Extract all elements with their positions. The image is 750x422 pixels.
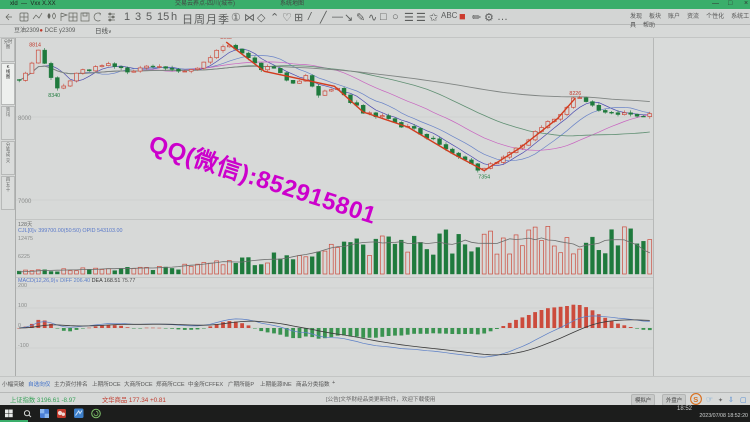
svg-text:8000: 8000 xyxy=(18,116,32,122)
svg-text:100: 100 xyxy=(18,303,27,309)
svg-text:12475: 12475 xyxy=(18,236,33,242)
svg-text:▢: ▢ xyxy=(740,397,747,404)
svg-text:☞: ☞ xyxy=(706,395,713,404)
svg-text:✦: ✦ xyxy=(718,397,723,404)
svg-text:S: S xyxy=(693,395,698,404)
svg-text:7000: 7000 xyxy=(18,199,32,205)
svg-text:-100: -100 xyxy=(18,343,29,349)
svg-text:⇩: ⇩ xyxy=(728,396,734,404)
svg-text:6225: 6225 xyxy=(18,254,30,260)
svg-text:7354: 7354 xyxy=(478,175,490,181)
svg-text:8226: 8226 xyxy=(569,91,581,97)
svg-text:8902: 8902 xyxy=(220,38,232,41)
svg-text:8340: 8340 xyxy=(48,93,60,99)
svg-text:8814: 8814 xyxy=(29,42,41,48)
